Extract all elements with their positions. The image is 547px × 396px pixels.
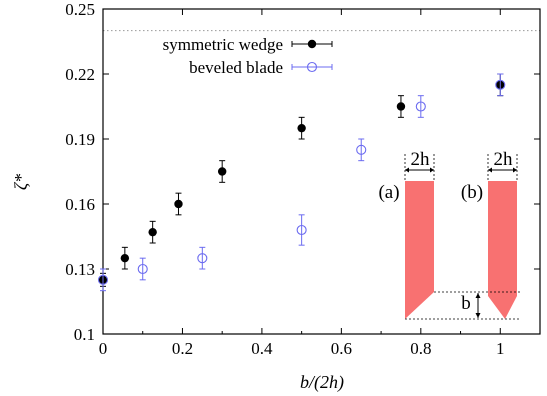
width-label-b-bg <box>490 150 516 167</box>
blade-inset-diagram: 2h 2h (a) (b) b <box>378 149 520 320</box>
data-point <box>197 253 208 264</box>
width-label-a-bg <box>407 150 433 167</box>
data-point <box>97 274 109 285</box>
blade-b <box>488 181 517 319</box>
width-label-b: 2h <box>494 149 514 170</box>
x-tick-label: 1 <box>496 339 505 358</box>
legend-label-1: beveled blade <box>189 58 283 77</box>
y-tick-label: 0.13 <box>65 260 95 279</box>
data-point <box>296 224 307 236</box>
axes <box>102 8 541 335</box>
plot-frame <box>102 8 541 335</box>
data-point <box>174 199 183 209</box>
data-point <box>297 123 306 133</box>
data-point <box>356 144 367 155</box>
blade-a <box>405 181 434 319</box>
legend: symmetric wedge beveled blade <box>163 35 333 77</box>
data-point <box>217 167 227 176</box>
width-arrow-b-head-left <box>488 167 492 173</box>
x-tick-label: 0.6 <box>331 339 352 358</box>
series-0 <box>98 73 505 287</box>
y-tick-label: 0.1 <box>74 325 95 344</box>
ticks: 0 0.2 0.4 0.6 0.8 1 0.1 0.13 0.16 0.19 0.22 0.25 <box>65 0 541 358</box>
y-tick-label: 0.25 <box>65 0 95 19</box>
data-point <box>415 101 426 112</box>
data-point <box>148 227 157 237</box>
y-tick-label: 0.19 <box>65 130 95 149</box>
x-tick-label: 0 <box>99 339 108 358</box>
bevel-label: b <box>461 293 471 314</box>
width-arrow-a-head-left <box>405 167 409 173</box>
data-point <box>495 79 506 90</box>
legend-marker-0 <box>307 39 317 49</box>
series-1 <box>97 73 506 292</box>
width-label-a: 2h <box>411 149 431 170</box>
y-axis-label: ζ* <box>11 174 31 190</box>
data-point <box>120 253 130 263</box>
x-axis-label: b/(2h) <box>300 372 344 393</box>
width-arrow-b-head-right <box>513 167 517 173</box>
legend-marker-1 <box>306 61 318 73</box>
data-point <box>137 263 148 275</box>
bevel-arrow-head-top <box>475 293 481 298</box>
width-arrow-a-head-right <box>430 167 434 173</box>
x-tick-label: 0.4 <box>251 339 273 358</box>
legend-label-0: symmetric wedge <box>163 35 283 54</box>
data-points <box>97 73 506 292</box>
inset-label-a: (a) <box>378 182 399 203</box>
x-tick-label: 0.8 <box>410 339 431 358</box>
y-tick-label: 0.16 <box>65 195 95 214</box>
data-point <box>396 102 406 111</box>
y-tick-label: 0.22 <box>65 65 95 84</box>
x-tick-label: 0.2 <box>172 339 193 358</box>
inset-label-b: (b) <box>461 182 483 203</box>
bevel-arrow-head-bottom <box>475 313 481 318</box>
